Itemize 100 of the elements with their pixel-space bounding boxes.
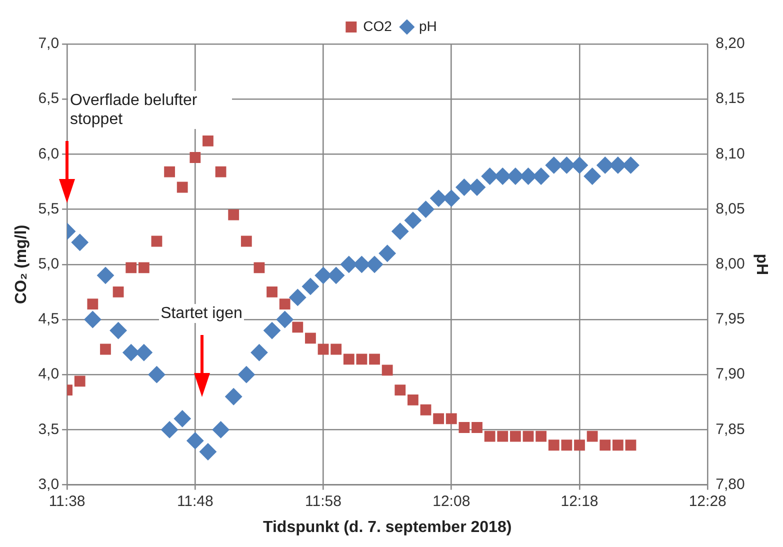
point — [161, 421, 178, 438]
point — [164, 166, 175, 178]
x-axis-title: Tidspunkt (d. 7. september 2018) — [262, 518, 512, 536]
y-tick-label: 3,0 — [38, 476, 60, 493]
point — [174, 410, 191, 428]
y2-axis-title: pH — [752, 254, 770, 276]
y2-tick-label: 7,95 — [716, 310, 745, 328]
point — [561, 440, 572, 451]
point — [84, 311, 102, 328]
y-axis-title: CO₂ (mg/l) — [13, 224, 30, 304]
y2-tick-label: 7,85 — [716, 420, 745, 438]
point — [408, 394, 418, 406]
point — [212, 421, 230, 438]
point — [343, 354, 354, 365]
y-tick-label: 6,5 — [38, 90, 60, 108]
point — [151, 236, 162, 247]
y2-tick-label: 8,15 — [716, 90, 745, 108]
point — [574, 440, 585, 451]
point — [456, 178, 473, 196]
point — [522, 430, 534, 442]
point — [340, 256, 358, 273]
x-tick-label: 12:28 — [688, 492, 726, 510]
point — [404, 212, 422, 229]
y-tick-label: 6,0 — [38, 145, 60, 162]
point — [215, 166, 226, 178]
point — [112, 286, 124, 298]
point — [176, 182, 188, 193]
y2-tick-label: 8,00 — [716, 256, 745, 273]
point — [276, 311, 294, 328]
point — [328, 266, 345, 284]
point — [600, 440, 611, 451]
point — [545, 156, 562, 174]
point — [536, 430, 547, 442]
point — [356, 354, 368, 365]
point — [481, 168, 498, 185]
point — [126, 262, 137, 274]
point — [353, 256, 370, 273]
x-tick-label: 11:38 — [48, 492, 86, 510]
point — [148, 366, 166, 384]
point — [254, 262, 265, 274]
point — [548, 440, 560, 451]
y-tick-label: 4,0 — [38, 366, 60, 383]
point — [472, 422, 482, 433]
point — [240, 236, 252, 247]
y-tick-label: 5,5 — [38, 200, 60, 218]
point — [420, 404, 432, 416]
y-tick-label: 3,5 — [38, 420, 60, 438]
y2-tick-label: 7,80 — [716, 476, 745, 493]
point — [446, 413, 457, 424]
y2-tick-label: 8,20 — [716, 35, 745, 52]
point — [433, 413, 444, 424]
y-tick-label: 7,0 — [38, 35, 60, 52]
point — [468, 178, 486, 196]
point — [292, 322, 304, 333]
point — [417, 200, 434, 218]
point — [392, 222, 409, 240]
point — [96, 266, 114, 284]
point — [190, 152, 201, 163]
y-tick-label: 4,5 — [38, 310, 60, 328]
point — [138, 262, 150, 274]
legend-label: pH — [418, 18, 437, 34]
point — [366, 256, 384, 273]
y-tick-label: 5,0 — [38, 256, 60, 273]
point — [305, 332, 316, 344]
point — [100, 344, 111, 355]
y2-tick-label: 8,05 — [716, 200, 745, 218]
x-tick-label: 11:58 — [305, 492, 342, 510]
point — [250, 344, 268, 362]
point — [394, 384, 406, 396]
point — [497, 430, 508, 442]
point — [520, 168, 537, 185]
point — [264, 322, 281, 340]
point — [110, 322, 127, 340]
point — [266, 286, 278, 298]
point — [238, 366, 255, 384]
point — [378, 244, 396, 262]
point — [279, 298, 290, 310]
point — [318, 344, 329, 355]
point — [71, 234, 88, 251]
y2-tick-label: 7,90 — [716, 366, 745, 383]
point — [289, 288, 306, 306]
point — [510, 430, 521, 442]
point — [369, 354, 380, 365]
point — [586, 430, 598, 442]
point — [584, 168, 601, 185]
point — [532, 168, 550, 185]
point — [484, 430, 496, 442]
point — [612, 440, 624, 451]
point — [382, 364, 393, 376]
annotation: Startet igen — [158, 304, 244, 323]
point — [330, 344, 342, 355]
x-tick-label: 11:48 — [176, 492, 214, 510]
point — [225, 388, 242, 406]
annotation: Overflade belufter stoppet — [68, 90, 232, 129]
legend-label: CO2 — [363, 18, 392, 34]
point — [74, 376, 86, 387]
point — [202, 136, 214, 146]
point — [228, 209, 240, 220]
point — [622, 156, 640, 174]
point — [314, 266, 332, 284]
